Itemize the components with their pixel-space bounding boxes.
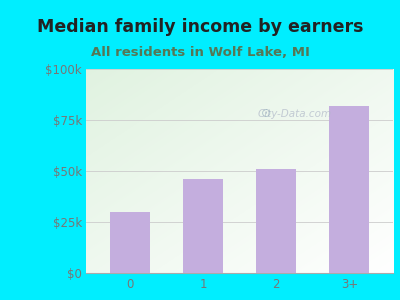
Bar bbox=[329, 106, 370, 273]
Bar bbox=[256, 169, 296, 273]
Text: City-Data.com: City-Data.com bbox=[258, 109, 332, 119]
Text: Median family income by earners: Median family income by earners bbox=[37, 18, 363, 36]
Bar bbox=[183, 179, 223, 273]
Text: All residents in Wolf Lake, MI: All residents in Wolf Lake, MI bbox=[90, 46, 310, 59]
Text: ⊙: ⊙ bbox=[260, 107, 271, 120]
Bar bbox=[110, 212, 150, 273]
